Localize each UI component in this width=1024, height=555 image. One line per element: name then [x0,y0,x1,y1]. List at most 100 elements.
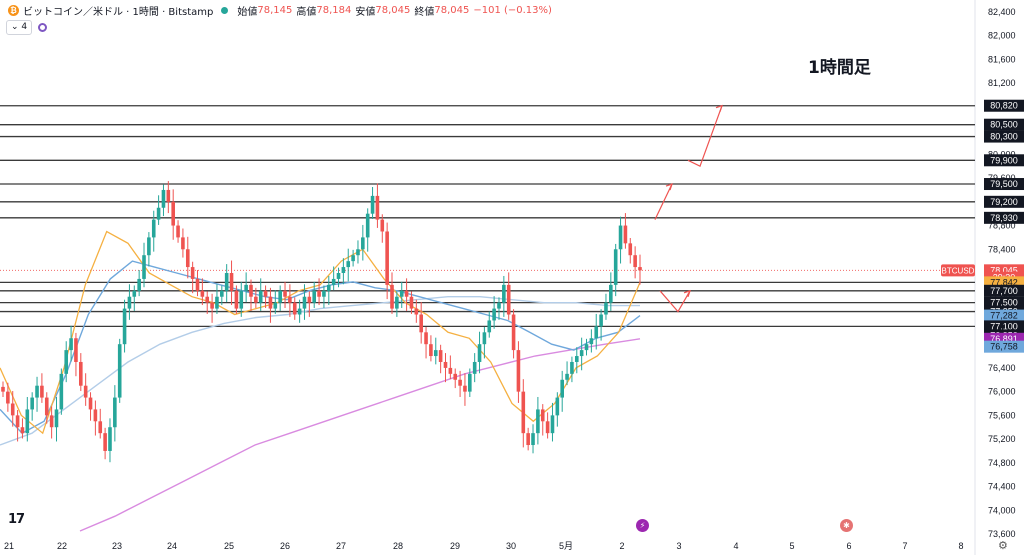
x-tick-label: 21 [4,541,14,551]
close-value: 78,045 [434,4,470,16]
candle-body [468,373,472,392]
annotation-title: 1時間足 [808,58,871,78]
y-tick-label: 78,400 [988,244,1016,254]
x-tick-label: 4 [733,541,738,551]
us-flag-icon[interactable]: ✱ [840,519,853,532]
candle-body [93,409,98,422]
price-label-text: 80,500 [990,120,1018,130]
symbol-title[interactable]: ビットコイン／米ドル · 1時間 · Bitstamp [23,6,214,18]
candle-body [448,367,453,374]
event-flash-icon[interactable]: ⚡ [636,519,649,532]
arrow-head [665,183,673,191]
candle-body [210,302,214,309]
candle-body [477,344,482,362]
change-value: −101 (−0.13%) [473,4,552,16]
candle-body [137,278,141,291]
candle-body [609,284,613,303]
arrow-head [715,104,723,112]
candle-body [638,267,642,271]
y-tick-label: 76,000 [988,387,1016,397]
candle-body [190,267,195,279]
candle-body [326,284,331,291]
candle-body [302,296,307,309]
candle-body [312,290,317,303]
candle-body [409,296,414,309]
gear-icon[interactable]: ⚙ [998,539,1008,552]
candle-body [297,308,302,315]
price-label [984,309,1024,322]
candle-body [35,385,39,398]
candle-body [239,290,244,309]
symbol-tag-label: BTCUSD [942,266,975,275]
chevron-down-icon: ⌄ [11,22,19,32]
indicator-settings-icon[interactable] [38,23,48,32]
price-label [984,340,1024,353]
price-label-text: 78,045 [990,265,1018,275]
candle-body [307,296,312,303]
candle-body [103,433,107,451]
candle-body [356,249,360,256]
y-tick-label: 81,200 [988,78,1016,88]
ma-200-line [79,338,641,532]
candle-body [127,296,132,309]
open-label: 始値 [237,6,258,18]
candle-body [618,225,623,250]
price-label-text: 80,300 [990,132,1018,142]
price-label [984,130,1024,143]
candle-body [429,344,433,357]
candle-body [122,308,127,345]
candle-body [613,249,618,285]
low-label: 安値 [355,6,376,18]
candle-body [516,350,521,392]
candle-body [560,379,564,398]
x-tick-label: 2 [619,541,624,551]
candle-body [570,361,574,374]
high-value: 78,184 [316,4,352,16]
indicator-toggle-button[interactable]: ⌄ 4 [6,20,33,35]
candle-body [628,243,633,256]
candle-body [443,361,448,368]
candle-body [511,314,516,351]
candle-body [244,284,248,291]
candle-body [341,267,346,273]
candle-body [492,308,496,321]
candle-body [147,237,151,256]
candle-body [258,290,263,303]
market-open-icon [221,6,229,14]
candle-body [385,231,389,285]
price-label-text: 79,900 [990,155,1018,165]
candle-body [88,397,93,410]
x-tick-label: 22 [57,541,67,551]
candle-body [526,433,530,446]
candle-body [156,207,161,220]
candle-body [49,415,54,428]
price-label-text: 77,700 [990,286,1018,296]
arrow-head [683,289,691,297]
y-tick-label: 81,600 [988,54,1016,64]
candle-body [531,433,535,446]
price-label-text: 76,891 [990,334,1018,344]
candle-body [365,213,370,238]
candle-body [502,284,506,303]
candle-body [249,284,253,297]
candle-body [25,409,30,434]
candle-body [565,373,569,380]
candle-body [132,290,137,297]
x-tick-label: 23 [112,541,122,551]
candle-body [15,415,20,428]
candle-body [424,332,428,345]
candle-body [161,189,166,208]
candle-body [574,356,579,362]
x-tick-label: 26 [280,541,290,551]
high-label: 高値 [296,6,317,18]
candle-body [117,344,122,398]
price-label [984,118,1024,131]
candle-body [234,290,239,309]
price-label-text: 77,842 [990,277,1018,287]
candle-body [399,290,404,297]
candle-body [181,237,185,250]
candle-body [555,397,560,416]
x-tick-label: 29 [450,541,460,551]
tradingview-logo[interactable]: 17 [8,512,25,527]
